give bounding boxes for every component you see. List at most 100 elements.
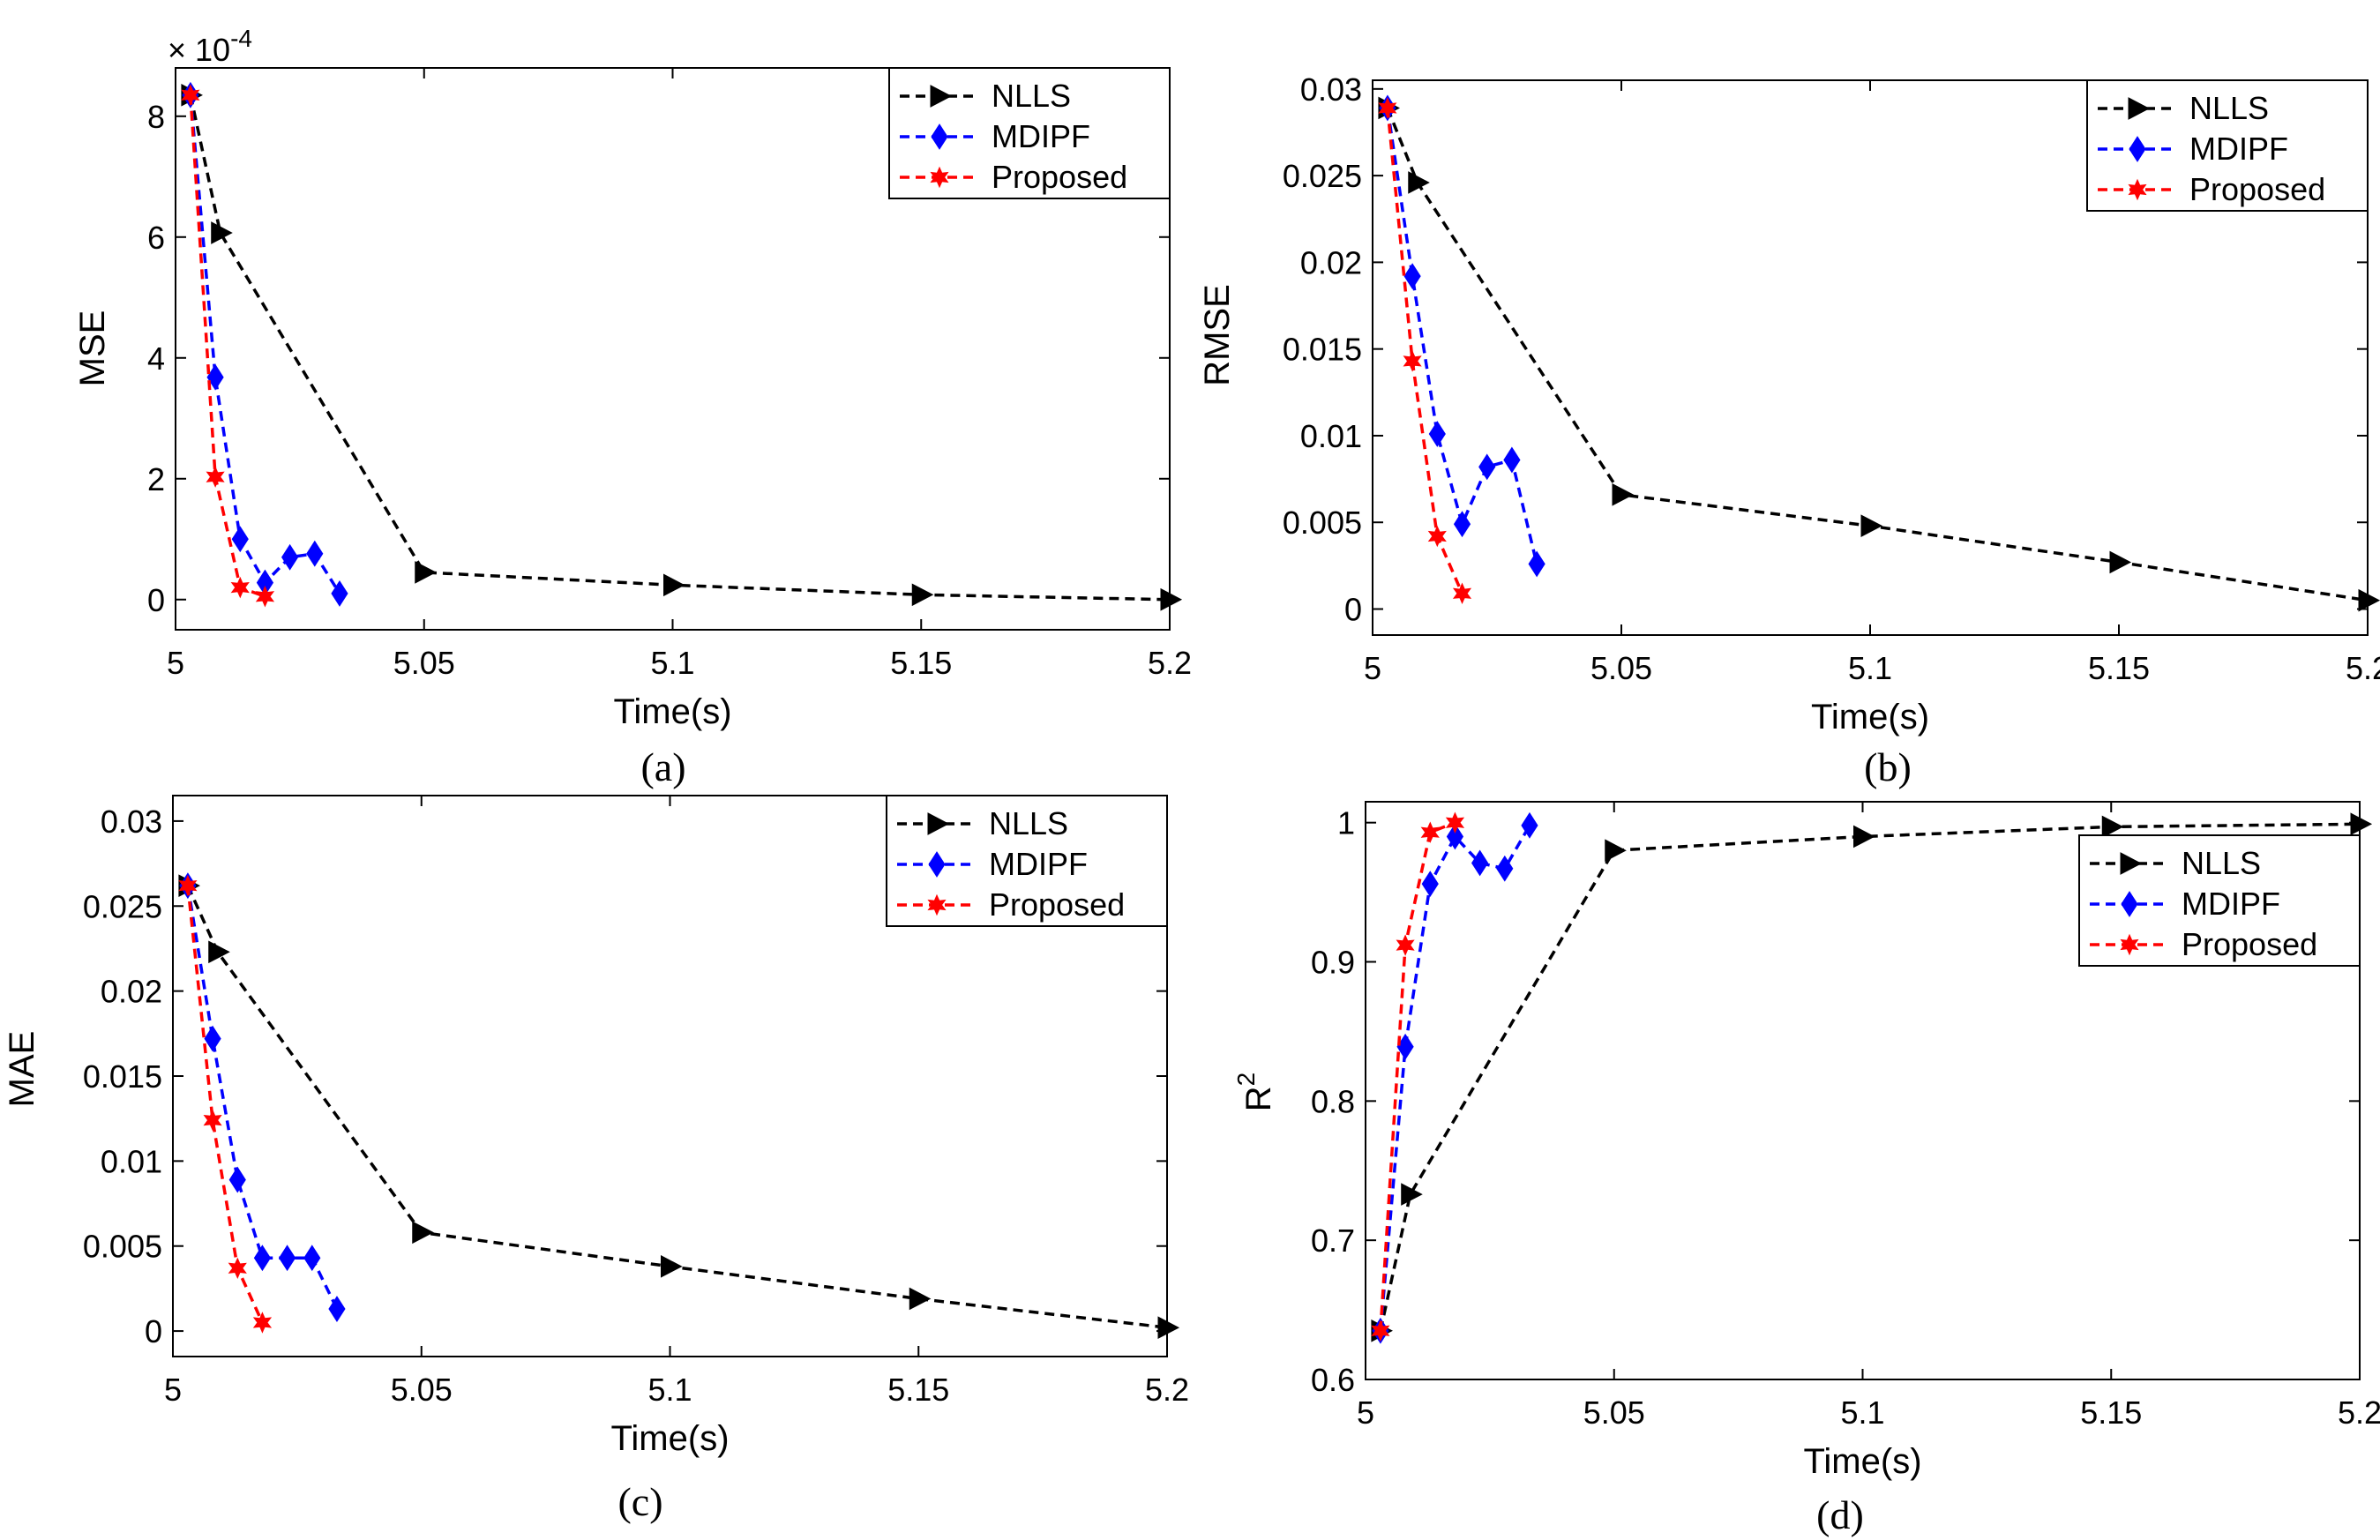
data-point-mdipf [331, 579, 348, 607]
y-tick-label: 0.8 [1311, 1083, 1355, 1119]
data-point-proposed [1427, 525, 1447, 548]
y-axis-label-superscript: 2 [1232, 1073, 1260, 1087]
chart-panel-1: 5 5.05 5.1 5.15 5.2 0 0.005 0.01 0.015 0.02 0.025 0… [1198, 71, 2380, 789]
y-exponent-power: -4 [230, 25, 252, 52]
data-point-proposed [1378, 97, 1397, 119]
series-line-proposed [189, 94, 266, 598]
y-tick-label: 0.005 [1283, 505, 1362, 541]
series-nlls [1378, 96, 2380, 612]
chart-panel-0: 5 5.05 5.1 5.15 5.2 0 2 4 6 8 Time(s) MSE × 10-4 NLLS… [73, 25, 1192, 789]
y-tick-label: 0 [145, 1313, 162, 1349]
data-point-nlls [661, 1255, 683, 1278]
series-mdipf [1379, 94, 1546, 578]
chart-panel-3: 5 5.05 5.1 5.15 5.2 0.6 0.7 0.8 0.9 1 Time(s) R2 NLL… [1232, 801, 2380, 1537]
data-point-nlls [663, 573, 685, 597]
data-point-nlls [911, 583, 934, 607]
y-tick-label: 0.02 [1300, 244, 1362, 280]
legend-label-mdipf: MDIPF [992, 118, 1090, 154]
data-point-proposed [181, 84, 200, 107]
data-point-nlls [2358, 588, 2380, 612]
legend: NLLS MDIPF Proposed [886, 795, 1168, 927]
data-point-proposed [1445, 811, 1465, 834]
data-point-proposed [1371, 1319, 1390, 1342]
series-line-nlls [1379, 822, 2361, 1332]
data-point-nlls [2109, 550, 2132, 574]
data-point-nlls [1612, 482, 1635, 506]
legend-marker-nlls [930, 85, 953, 108]
y-tick-label: 0 [1344, 592, 1362, 628]
y-tick-label: 2 [147, 461, 165, 497]
data-point-proposed [252, 1312, 273, 1334]
series-mdipf [182, 81, 348, 607]
series-line-mdipf [1379, 824, 1531, 1331]
y-tick-label: 8 [147, 99, 165, 135]
legend-marker-proposed [927, 893, 947, 916]
data-point-proposed [178, 874, 198, 897]
x-axis-label: Time(s) [610, 1419, 729, 1458]
data-point-proposed [230, 576, 250, 599]
y-axis-label: MAE [3, 1031, 41, 1108]
x-tick-label: 5.15 [887, 1372, 949, 1408]
data-point-mdipf [253, 1245, 272, 1272]
data-point-nlls [1160, 587, 1183, 611]
y-tick-label: 0.01 [101, 1143, 162, 1179]
y-tick-label: 0.03 [101, 804, 162, 840]
legend-marker-nlls [2128, 97, 2151, 120]
legend-label-nlls: NLLS [2182, 845, 2261, 881]
x-tick-label: 5.05 [393, 645, 455, 681]
data-point-mdipf [1521, 811, 1538, 839]
y-tick-label: 0.6 [1311, 1362, 1355, 1398]
x-tick-label: 5.05 [1583, 1394, 1645, 1431]
legend-marker-nlls [927, 812, 950, 835]
data-point-mdipf [1528, 550, 1546, 578]
y-axis-label: R2 [1232, 1073, 1278, 1111]
y-tick-label: 0.03 [1300, 71, 1362, 108]
series-line-proposed [186, 885, 264, 1324]
data-point-mdipf [328, 1296, 346, 1322]
legend-marker-mdipf [2129, 136, 2146, 162]
series-proposed [1378, 97, 1472, 605]
y-tick-label: 0.7 [1311, 1222, 1355, 1259]
y-tick-label: 0.015 [1283, 332, 1362, 368]
x-tick-label: 5.2 [2338, 1394, 2380, 1431]
legend-label-proposed: Proposed [2182, 926, 2317, 962]
data-point-nlls [211, 221, 233, 244]
legend-marker-proposed [2120, 933, 2139, 956]
data-point-mdipf [1478, 453, 1496, 481]
y-exponent-label: × 10-4 [168, 25, 252, 68]
legend-marker-mdipf [2121, 891, 2138, 917]
data-point-proposed [206, 466, 225, 488]
x-axis-label: Time(s) [613, 692, 731, 731]
data-point-mdipf [1453, 511, 1471, 538]
x-tick-label: 5 [167, 645, 184, 681]
data-point-proposed [203, 1109, 222, 1132]
series-line-nlls [189, 94, 1171, 602]
y-tick-label: 1 [1337, 805, 1355, 841]
data-point-mdipf [1428, 421, 1446, 447]
legend-label-mdipf: MDIPF [989, 846, 1088, 882]
legend-label-mdipf: MDIPF [2182, 886, 2280, 922]
data-point-proposed [228, 1257, 247, 1280]
data-point-proposed [1452, 582, 1472, 605]
data-point-nlls [415, 561, 437, 584]
data-point-mdipf [1503, 446, 1521, 474]
data-point-nlls [1408, 171, 1430, 194]
legend-label-proposed: Proposed [989, 886, 1125, 923]
x-tick-label: 5.2 [1148, 645, 1192, 681]
data-point-nlls [1157, 1316, 1180, 1340]
x-tick-label: 5 [1357, 1394, 1374, 1431]
y-tick-label: 0.025 [1283, 158, 1362, 194]
legend-marker-mdipf [931, 123, 948, 150]
y-tick-label: 0.005 [83, 1229, 162, 1265]
x-tick-label: 5.05 [1590, 650, 1652, 686]
data-point-mdipf [1421, 871, 1439, 898]
data-point-nlls [2350, 812, 2373, 836]
y-tick-label: 0.01 [1300, 418, 1362, 454]
x-tick-label: 5.2 [2346, 650, 2380, 686]
y-tick-label: 0.02 [101, 974, 162, 1010]
data-point-nlls [1860, 514, 1883, 537]
x-tick-label: 5.2 [1145, 1372, 1189, 1408]
data-point-mdipf [1403, 263, 1421, 290]
legend-label-nlls: NLLS [2189, 90, 2269, 126]
series-line-mdipf [189, 94, 341, 594]
